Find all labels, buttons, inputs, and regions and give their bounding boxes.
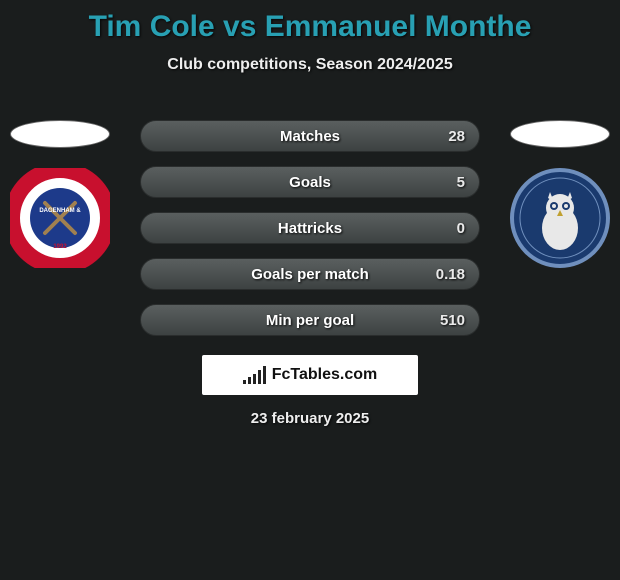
logo-text: FcTables.com [272, 366, 378, 384]
stat-value-right: 510 [440, 312, 465, 329]
stat-value-right: 28 [448, 128, 465, 145]
left-club-badge: DAGENHAM & 1992 [10, 168, 110, 268]
svg-text:DAGENHAM &: DAGENHAM & [39, 208, 81, 214]
bar-chart-icon [243, 366, 266, 384]
footer-date: 23 february 2025 [0, 410, 620, 427]
page-title: Tim Cole vs Emmanuel Monthe [0, 0, 620, 44]
stat-row-matches: Matches 28 [140, 120, 480, 152]
svg-text:1992: 1992 [53, 244, 67, 250]
stat-label: Matches [280, 128, 340, 145]
fctables-logo: FcTables.com [202, 355, 418, 395]
oldham-badge-icon [510, 168, 610, 268]
page-subtitle: Club competitions, Season 2024/2025 [0, 56, 620, 74]
stat-label: Goals per match [251, 266, 369, 283]
stat-row-goals: Goals 5 [140, 166, 480, 198]
right-player-column [500, 120, 620, 268]
stat-label: Goals [289, 174, 331, 191]
dagenham-badge-icon: DAGENHAM & 1992 [10, 168, 110, 268]
left-player-column: DAGENHAM & 1992 [0, 120, 120, 268]
stat-value-right: 5 [457, 174, 465, 191]
stat-value-right: 0 [457, 220, 465, 237]
stat-label: Hattricks [278, 220, 342, 237]
stat-label: Min per goal [266, 312, 354, 329]
right-club-badge [510, 168, 610, 268]
right-player-oval [510, 120, 610, 148]
stat-value-right: 0.18 [436, 266, 465, 283]
stats-container: Matches 28 Goals 5 Hattricks 0 Goals per… [140, 120, 480, 350]
stat-row-min-per-goal: Min per goal 510 [140, 304, 480, 336]
stat-row-hattricks: Hattricks 0 [140, 212, 480, 244]
left-player-oval [10, 120, 110, 148]
stat-row-goals-per-match: Goals per match 0.18 [140, 258, 480, 290]
